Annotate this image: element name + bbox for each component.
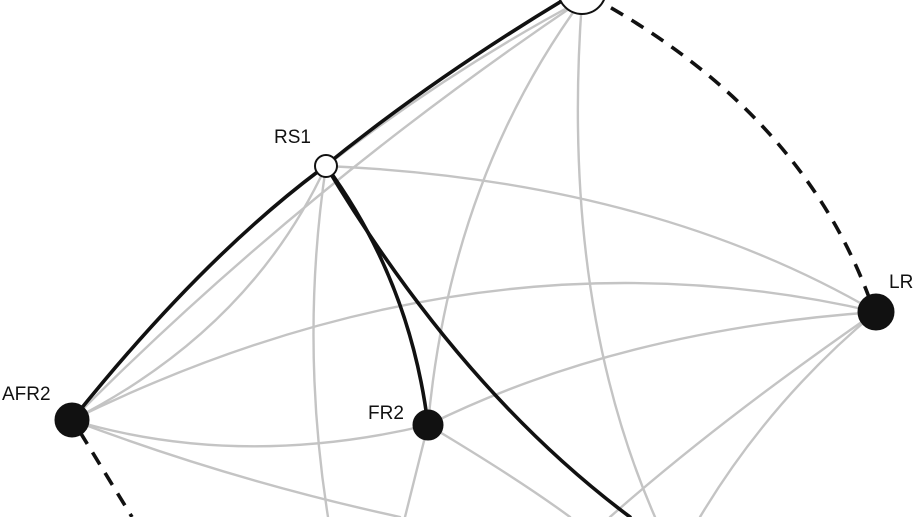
edge-rs1-afr2-gray <box>70 164 328 422</box>
edge-rs1-bottom-black <box>324 164 632 517</box>
edge-afr2-bottom <box>70 418 402 517</box>
edge-fr2-bottom <box>403 423 430 517</box>
edge-top-bottom-right <box>576 0 657 517</box>
edge-afr2-lr <box>70 281 878 422</box>
nodes <box>54 0 895 441</box>
dashed-edges <box>78 0 872 517</box>
edge-afr2-fr2 <box>70 418 430 448</box>
label-afr2: AFR2 <box>2 384 51 405</box>
edge-afr2-bottom-dashed <box>78 431 134 517</box>
edge-top-afr2 <box>70 0 584 422</box>
node-fr2[interactable] <box>412 409 444 441</box>
labels: RS1 LR AFR2 FR2 <box>2 127 913 424</box>
label-fr2: FR2 <box>368 403 404 424</box>
node-lr[interactable] <box>857 293 895 331</box>
node-top[interactable] <box>558 0 606 15</box>
edge-top-fr2 <box>426 0 584 427</box>
edge-top-lr-dashed <box>593 0 872 301</box>
label-lr: LR <box>889 272 913 293</box>
edge-rs1-bottom <box>312 164 330 517</box>
edge-fr2-bottom-right <box>426 423 572 517</box>
node-rs1[interactable] <box>314 154 338 178</box>
edge-rs1-lr <box>324 164 878 314</box>
node-afr2[interactable] <box>54 402 90 438</box>
gray-edges <box>70 0 878 517</box>
label-rs1: RS1 <box>274 127 311 148</box>
edge-fr2-lr <box>426 310 878 427</box>
edge-lr-bottom-b <box>698 310 878 517</box>
edge-rs1-fr2-black <box>324 164 430 427</box>
edge-lr-bottom-a <box>608 310 878 517</box>
